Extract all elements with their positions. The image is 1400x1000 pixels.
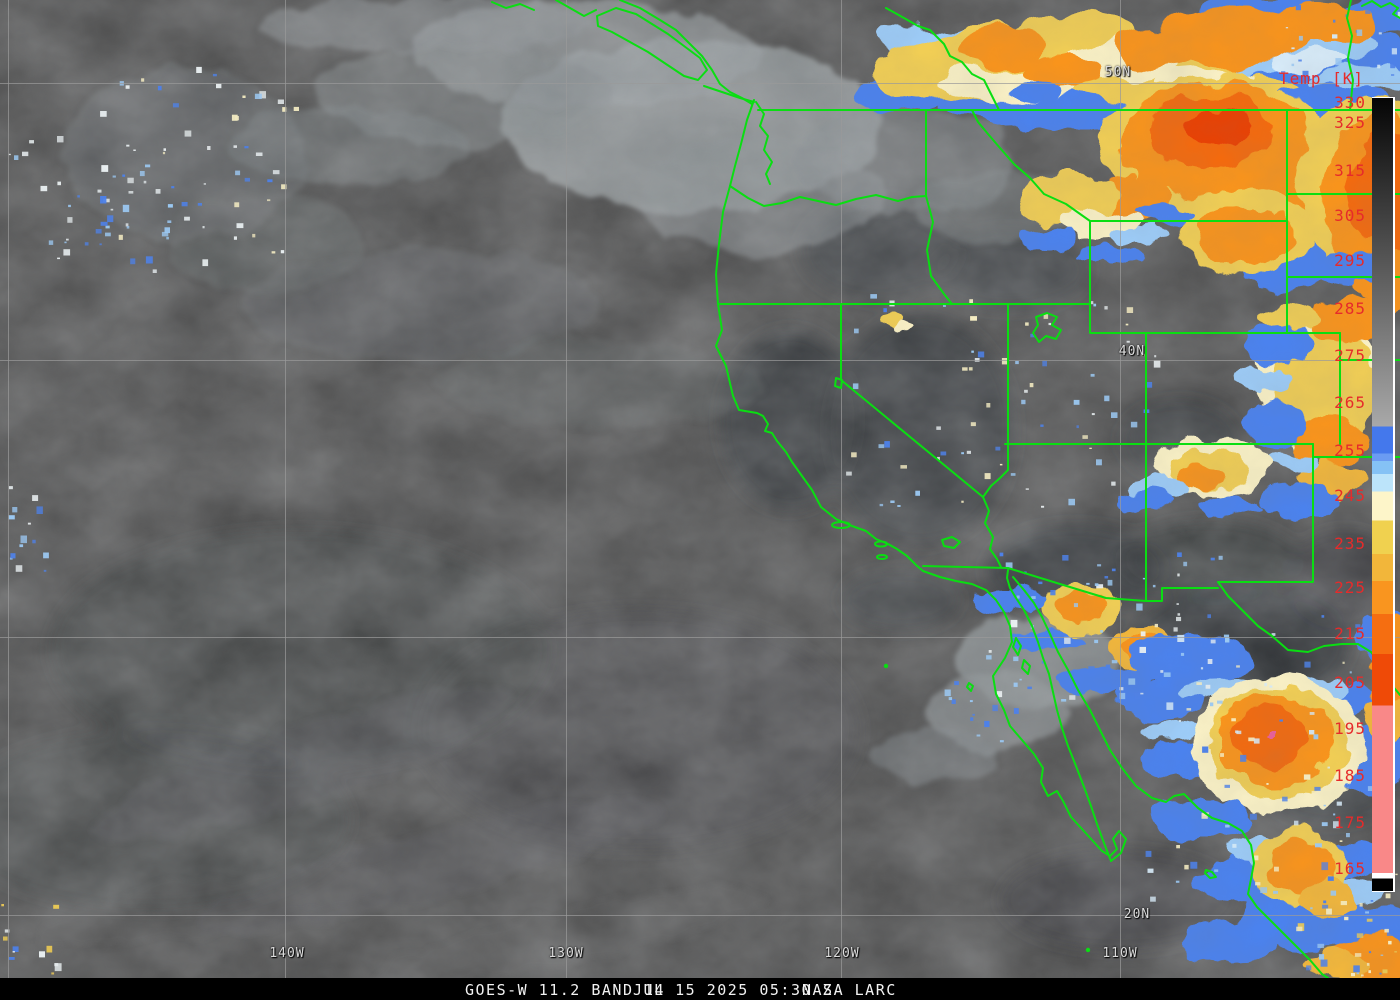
cloud-grain-dark-texture bbox=[0, 0, 1400, 978]
washington-coast bbox=[729, 99, 755, 187]
puget-sound bbox=[755, 101, 773, 185]
colorbar-tick: 325 bbox=[1334, 113, 1366, 132]
colorbar-tick: 185 bbox=[1334, 766, 1366, 785]
colorbar-tick: 315 bbox=[1334, 161, 1366, 180]
mexico-mainland-coast bbox=[1012, 576, 1329, 978]
temperature-colorbar bbox=[1372, 97, 1395, 892]
lat-label-20n: 20N bbox=[1123, 907, 1151, 922]
colorbar-tick: 165 bbox=[1334, 859, 1366, 878]
colorbar-tick: 285 bbox=[1334, 299, 1366, 318]
channel-island bbox=[831, 521, 851, 529]
colorbar-tick: 205 bbox=[1334, 673, 1366, 692]
vancouver-island bbox=[596, 7, 708, 81]
timestamp-label: JUL 15 2025 05:30 Z bbox=[633, 981, 834, 999]
colorbar-tick: 175 bbox=[1334, 813, 1366, 832]
lat-label-50n: 50N bbox=[1104, 65, 1132, 80]
colorbar-tick: 330 bbox=[1334, 93, 1366, 112]
nm-mexico-border bbox=[1145, 587, 1219, 602]
colorbar-tick: 215 bbox=[1334, 624, 1366, 643]
id-mt-border bbox=[971, 109, 1091, 222]
us-mexico-border bbox=[922, 565, 1147, 602]
bc-inner-coast bbox=[619, 0, 753, 105]
juan-de-fuca-strait bbox=[703, 85, 755, 103]
satellite-imagery bbox=[0, 0, 1400, 978]
oregon-coast bbox=[715, 185, 731, 305]
lake-tahoe bbox=[834, 377, 843, 389]
small-island-dot bbox=[883, 663, 889, 669]
great-salt-lake bbox=[1032, 312, 1062, 343]
colorbar-tick: 235 bbox=[1334, 534, 1366, 553]
channel-island bbox=[876, 554, 888, 560]
lon-label-120w: 120W bbox=[824, 946, 860, 961]
nm-tx-border bbox=[1217, 443, 1314, 583]
small-island-dot bbox=[1085, 947, 1091, 953]
colorbar-title: Temp [K] bbox=[1278, 69, 1364, 88]
map-boundaries bbox=[491, 0, 1400, 978]
bc-coastline bbox=[885, 7, 1000, 111]
catalina-island bbox=[941, 536, 961, 549]
or-id-border bbox=[925, 195, 953, 305]
latlon-gridlines bbox=[0, 0, 1400, 978]
colorbar-tick: 255 bbox=[1334, 441, 1366, 460]
colorbar-tick: 245 bbox=[1334, 486, 1366, 505]
colorbar-tick: 275 bbox=[1334, 346, 1366, 365]
colorbar-tick: 195 bbox=[1334, 719, 1366, 738]
lon-label-140w: 140W bbox=[269, 946, 305, 961]
tres-marias-islands bbox=[1204, 869, 1217, 879]
colorbar-tick: 265 bbox=[1334, 393, 1366, 412]
gulf-islands bbox=[1012, 637, 1031, 675]
wa-or-border-columbia bbox=[729, 185, 927, 207]
product-label: GOES-W 11.2 BAND 14 bbox=[465, 981, 666, 999]
colorbar-tick: 225 bbox=[1334, 578, 1366, 597]
baja-west-coast bbox=[922, 570, 1127, 862]
colorbar-tick: 305 bbox=[1334, 206, 1366, 225]
canada-lakes bbox=[1361, 0, 1400, 19]
colorbar-tick: 295 bbox=[1334, 251, 1366, 270]
lat-label-40n: 40N bbox=[1118, 344, 1146, 359]
lon-label-130w: 130W bbox=[548, 946, 584, 961]
colorado-river-border bbox=[982, 496, 1002, 568]
canada-river bbox=[1346, 0, 1354, 111]
guadalupe-island bbox=[966, 682, 974, 692]
channel-island bbox=[874, 540, 888, 548]
lon-label-110w: 110W bbox=[1102, 946, 1138, 961]
nv-az-border bbox=[982, 443, 1009, 498]
status-bar: GOES-W 11.2 BAND 14 JUL 15 2025 05:30 Z … bbox=[0, 978, 1400, 1000]
wyoming-borders bbox=[1089, 109, 1341, 334]
coast-islands-north bbox=[491, 0, 597, 17]
credit-label: NASA LARC bbox=[802, 981, 897, 999]
baja-gulf-coast bbox=[1006, 569, 1112, 862]
